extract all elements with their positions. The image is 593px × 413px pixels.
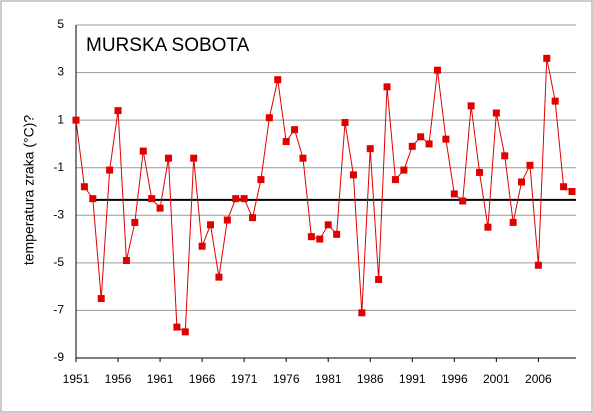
x-tick-label: 1996 xyxy=(441,372,468,386)
data-point xyxy=(425,140,433,148)
data-point xyxy=(274,76,282,84)
data-point xyxy=(80,183,88,191)
x-tick-label: 1986 xyxy=(357,372,384,386)
x-tick-label: 2006 xyxy=(525,372,552,386)
y-tick-label: -7 xyxy=(53,303,64,317)
data-point xyxy=(459,197,467,205)
data-point xyxy=(131,218,139,226)
data-point xyxy=(106,166,114,174)
data-point xyxy=(509,218,517,226)
x-tick-label: 1991 xyxy=(399,372,426,386)
data-point xyxy=(156,204,164,212)
data-point xyxy=(299,154,307,162)
data-point xyxy=(232,195,240,203)
data-point xyxy=(358,309,366,317)
data-point xyxy=(518,178,526,186)
x-tick-label: 1981 xyxy=(315,372,342,386)
data-point xyxy=(148,195,156,203)
data-point xyxy=(442,135,450,143)
data-point xyxy=(467,102,475,110)
data-point xyxy=(282,138,290,146)
y-axis-label: temperatura zraka (°C)? xyxy=(21,115,37,266)
y-tick-label: 1 xyxy=(57,112,64,126)
data-point xyxy=(223,216,231,224)
data-point xyxy=(114,107,122,115)
data-point xyxy=(375,276,383,284)
data-point xyxy=(366,145,374,153)
data-point xyxy=(257,176,265,184)
data-point xyxy=(341,119,349,127)
y-tick-label: -9 xyxy=(53,350,64,364)
x-tick-label: 1956 xyxy=(105,372,132,386)
data-point xyxy=(551,97,559,105)
y-tick-label: -5 xyxy=(53,255,64,269)
data-point xyxy=(534,261,542,269)
data-point xyxy=(173,323,181,331)
data-point xyxy=(450,190,458,198)
y-tick-label: -3 xyxy=(53,207,64,221)
data-point xyxy=(164,154,172,162)
data-point xyxy=(391,176,399,184)
data-point xyxy=(349,171,357,179)
x-tick-label: 1971 xyxy=(231,372,258,386)
data-point xyxy=(207,221,215,229)
data-point xyxy=(417,133,425,141)
data-point xyxy=(89,195,97,203)
data-point xyxy=(501,152,509,160)
x-tick-label: 2001 xyxy=(483,372,510,386)
data-point xyxy=(181,328,189,336)
data-point xyxy=(307,233,315,241)
y-tick-label: 5 xyxy=(57,17,64,31)
data-point xyxy=(383,83,391,91)
data-point xyxy=(324,221,332,229)
data-point xyxy=(408,142,416,150)
data-point xyxy=(526,161,534,169)
y-tick-label: 3 xyxy=(57,65,64,79)
chart-title: MURSKA SOBOTA xyxy=(86,35,250,56)
data-point xyxy=(265,114,273,122)
data-point xyxy=(484,223,492,231)
data-point xyxy=(190,154,198,162)
data-point xyxy=(333,230,341,238)
data-point xyxy=(240,195,248,203)
data-point xyxy=(492,109,500,117)
data-point xyxy=(316,235,324,243)
data-point xyxy=(560,183,568,191)
data-point xyxy=(122,256,130,264)
data-point xyxy=(139,147,147,155)
data-point xyxy=(400,166,408,174)
x-tick-label: 1966 xyxy=(189,372,216,386)
x-tick-label: 1961 xyxy=(147,372,174,386)
data-point xyxy=(249,214,257,222)
data-point xyxy=(476,168,484,176)
x-tick-label: 1976 xyxy=(273,372,300,386)
data-point xyxy=(198,242,206,250)
data-point xyxy=(97,295,105,303)
data-point xyxy=(433,66,441,74)
data-point xyxy=(568,188,576,195)
data-point xyxy=(543,54,551,62)
y-tick-label: -1 xyxy=(53,160,64,174)
data-point xyxy=(291,126,299,134)
x-tick-label: 1951 xyxy=(63,372,90,386)
data-point xyxy=(215,273,223,281)
data-point xyxy=(72,116,80,124)
